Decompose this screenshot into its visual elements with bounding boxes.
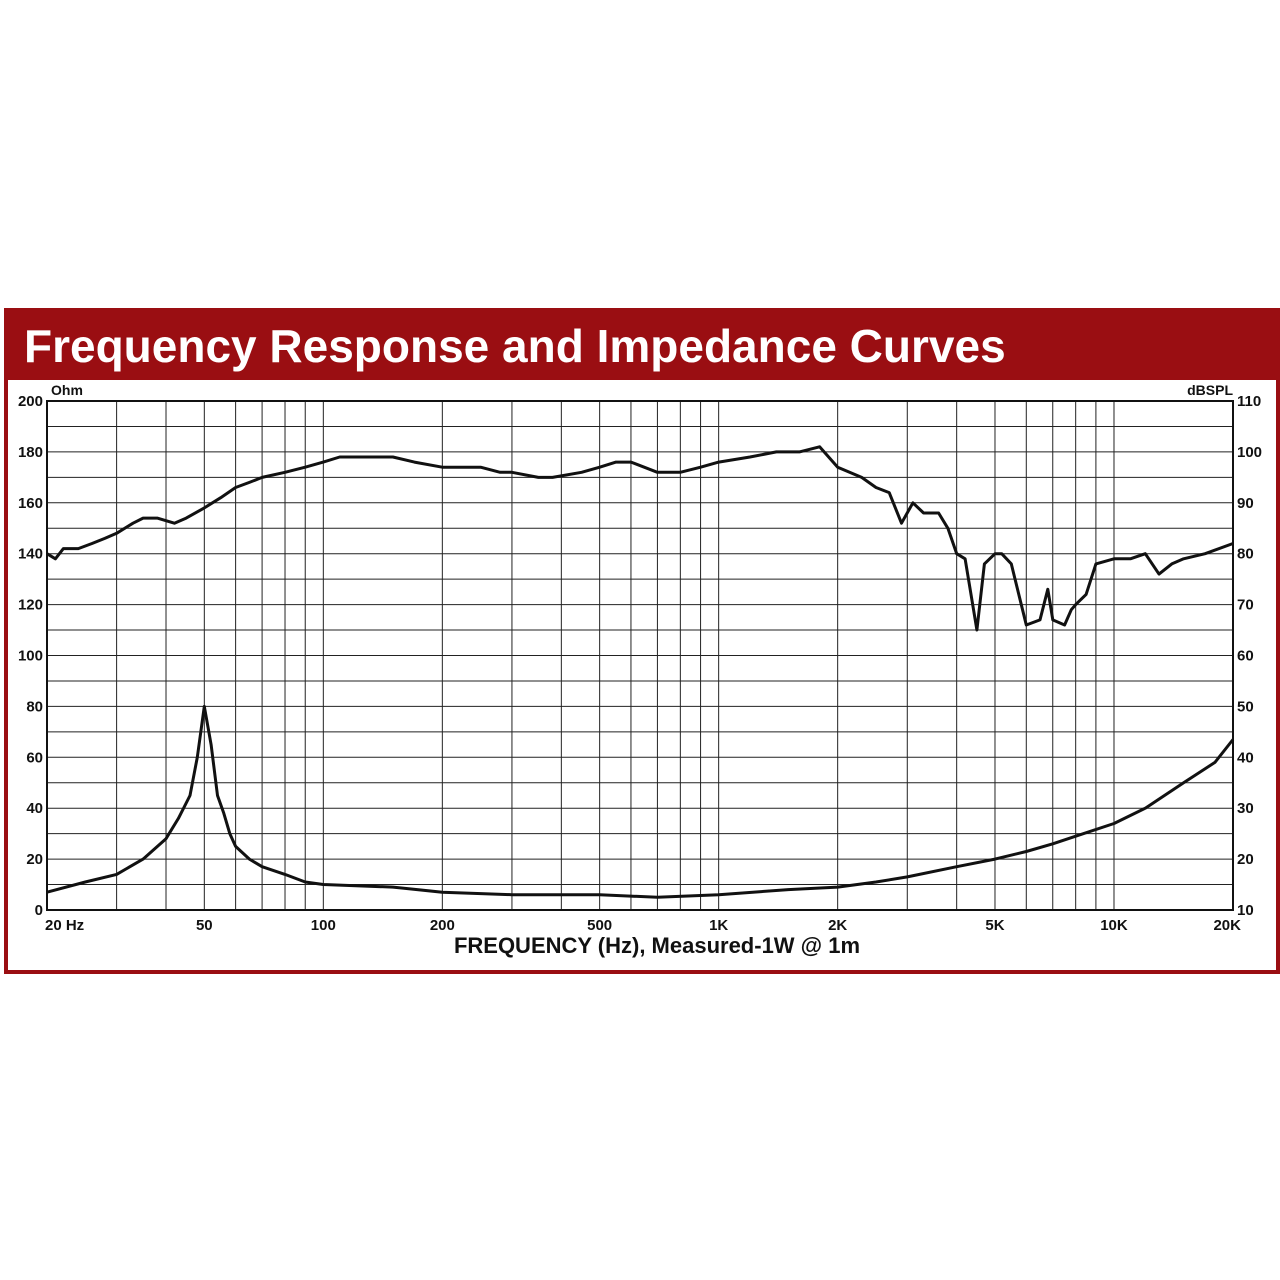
series-lines	[46, 445, 1235, 899]
y-right-unit: dBSPL	[1187, 382, 1233, 398]
x-tick-label: 1K	[709, 917, 728, 934]
y-right-tick-label: 110	[1237, 393, 1261, 410]
x-tick-label: 50	[196, 917, 213, 934]
x-tick-label: 100	[311, 917, 336, 934]
y-right-tick-label: 40	[1237, 749, 1254, 766]
x-axis-label: FREQUENCY (Hz), Measured-1W @ 1m	[454, 933, 860, 958]
x-tick-label: 20K	[1213, 917, 1241, 934]
frequency-response-line	[46, 445, 1234, 632]
y-left-tick-label: 20	[26, 851, 43, 868]
chart-title: Frequency Response and Impedance Curves	[24, 320, 1006, 372]
x-tick-label: 200	[430, 917, 455, 934]
y-right-tick-label: 100	[1237, 444, 1262, 461]
y-left-tick-label: 140	[18, 546, 43, 563]
y-left-tick-label: 120	[18, 597, 43, 614]
impedance-line	[46, 704, 1235, 899]
y-left-tick-label: 60	[26, 749, 43, 766]
x-tick-label: 20 Hz	[45, 917, 84, 934]
x-tick-label: 10K	[1100, 917, 1128, 934]
title-bar: Frequency Response and Impedance Curves	[8, 312, 1276, 380]
y-left-unit: Ohm	[51, 382, 83, 398]
y-left-tick-label: 40	[26, 800, 43, 817]
y-right-tick-label: 80	[1237, 546, 1254, 563]
y-left-tick-label: 80	[26, 698, 43, 715]
y-left-tick-label: 200	[18, 393, 43, 410]
y-left-tick-label: 100	[18, 648, 43, 665]
tick-labels: 0 20 40 60 80 100 120 140 160 180 200 10 20 30 40 50 60 7…	[18, 393, 1262, 934]
y-right-tick-label: 70	[1237, 597, 1254, 614]
y-right-tick-label: 10	[1237, 902, 1254, 919]
x-tick-label: 5K	[985, 917, 1004, 934]
y-right-tick-label: 20	[1237, 851, 1254, 868]
y-left-tick-label: 160	[18, 495, 43, 512]
y-left-tick-label: 180	[18, 444, 43, 461]
y-left-tick-label: 0	[35, 902, 43, 919]
chart-panel: Frequency Response and Impedance Curves	[4, 308, 1280, 974]
x-tick-label: 2K	[828, 917, 847, 934]
y-right-tick-label: 30	[1237, 800, 1254, 817]
x-tick-label: 500	[587, 917, 612, 934]
y-right-tick-label: 50	[1237, 698, 1254, 715]
y-right-tick-label: 60	[1237, 648, 1254, 665]
plot-frame	[46, 400, 1234, 911]
grid	[46, 400, 1234, 911]
y-right-tick-label: 90	[1237, 495, 1254, 512]
